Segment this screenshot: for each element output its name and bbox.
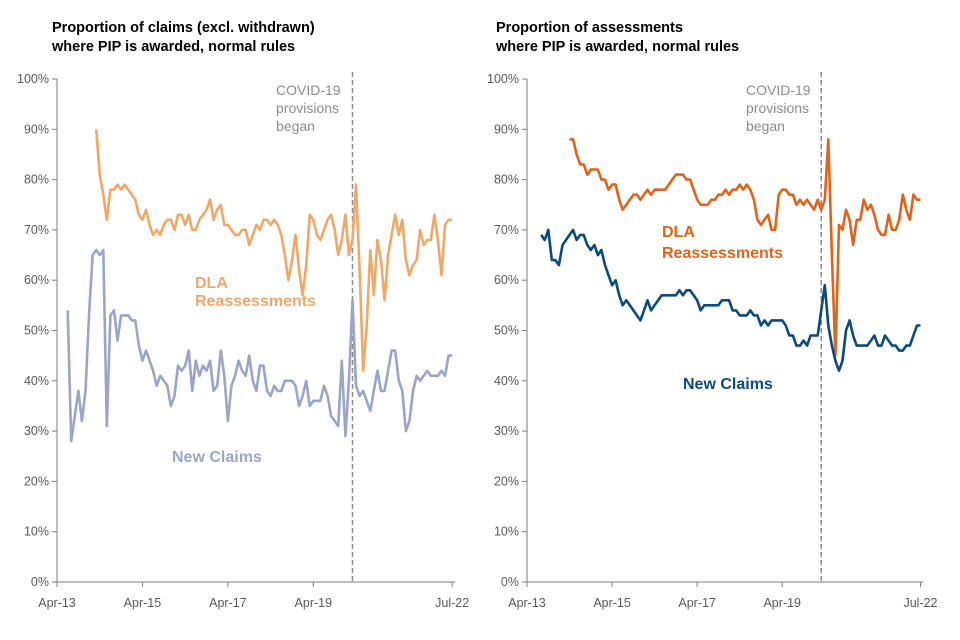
x-tick-label: Jul-22 — [903, 596, 937, 610]
left-title-line-2: where PIP is awarded, normal rules — [52, 39, 296, 55]
y-tick-label: 90% — [494, 122, 519, 136]
y-tick-label: 80% — [24, 173, 49, 187]
new-claims-series-line — [540, 228, 921, 372]
x-tick-label: Apr-17 — [209, 596, 247, 610]
new-claims-series-label: New Claims — [683, 376, 773, 393]
dla-reassessments-series-label: Reassessments — [195, 293, 316, 310]
new-claims-series-label: New Claims — [172, 449, 262, 466]
y-tick-label: 80% — [494, 173, 519, 187]
dla-reassessments-series-line — [94, 129, 453, 372]
y-tick-label: 90% — [24, 122, 49, 136]
y-tick-label: 50% — [24, 324, 49, 338]
dla-reassessments-series-label: DLA — [195, 275, 228, 292]
y-tick-label: 30% — [24, 424, 49, 438]
y-tick-label: 10% — [494, 525, 519, 539]
y-tick-label: 40% — [24, 374, 49, 388]
x-tick-label: Apr-13 — [508, 596, 546, 610]
dla-reassessments-series-label: Reassessments — [662, 245, 783, 262]
left-chart: 0% 10% 20% 30% 40% 50% 60% 70% 80% 90% 100% Apr-13 A… — [17, 72, 469, 610]
x-tick-label: Apr-13 — [38, 596, 76, 610]
x-tick-label: Apr-17 — [678, 596, 716, 610]
dla-reassessments-series-label: DLA — [662, 224, 695, 241]
right-chart-title: Proportion of assessments where PIP is a… — [496, 19, 739, 57]
y-tick-label: 20% — [24, 474, 49, 488]
y-tick-label: 20% — [494, 474, 519, 488]
x-tick-label: Jul-22 — [435, 596, 469, 610]
x-tick-label: Apr-15 — [593, 596, 631, 610]
covid-annotation-text: provisions — [746, 100, 809, 116]
y-tick-label: 50% — [494, 324, 519, 338]
y-tick-label: 0% — [31, 575, 49, 589]
x-tick-label: Apr-15 — [124, 596, 162, 610]
y-tick-label: 60% — [494, 273, 519, 287]
y-tick-label: 100% — [17, 72, 49, 86]
covid-annotation-text: began — [746, 118, 785, 134]
y-tick-label: 10% — [24, 525, 49, 539]
y-tick-label: 40% — [494, 374, 519, 388]
y-tick-label: 60% — [24, 273, 49, 287]
right-title-line-2: where PIP is awarded, normal rules — [496, 39, 740, 55]
y-tick-label: 70% — [24, 223, 49, 237]
x-tick-label: Apr-19 — [295, 596, 333, 610]
dla-reassessments-series-line — [569, 138, 921, 357]
y-tick-label: 30% — [494, 424, 519, 438]
covid-annotation-text: COVID-19 — [276, 82, 341, 98]
y-tick-label: 0% — [501, 575, 519, 589]
covid-annotation-text: began — [276, 118, 315, 134]
x-tick-label: Apr-19 — [763, 596, 801, 610]
new-claims-series-line — [66, 248, 453, 443]
right-title-line-1: Proportion of assessments — [496, 20, 683, 36]
y-tick-label: 70% — [494, 223, 519, 237]
covid-annotation-text: COVID-19 — [746, 82, 811, 98]
left-chart-title: Proportion of claims (excl. withdrawn) w… — [52, 19, 315, 57]
left-title-line-1: Proportion of claims (excl. withdrawn) — [52, 20, 315, 36]
y-tick-label: 100% — [487, 72, 519, 86]
covid-annotation-text: provisions — [276, 100, 339, 116]
right-chart: 0% 10% 20% 30% 40% 50% 60% 70% 80% 90% 100% Apr-13 A… — [487, 72, 938, 610]
